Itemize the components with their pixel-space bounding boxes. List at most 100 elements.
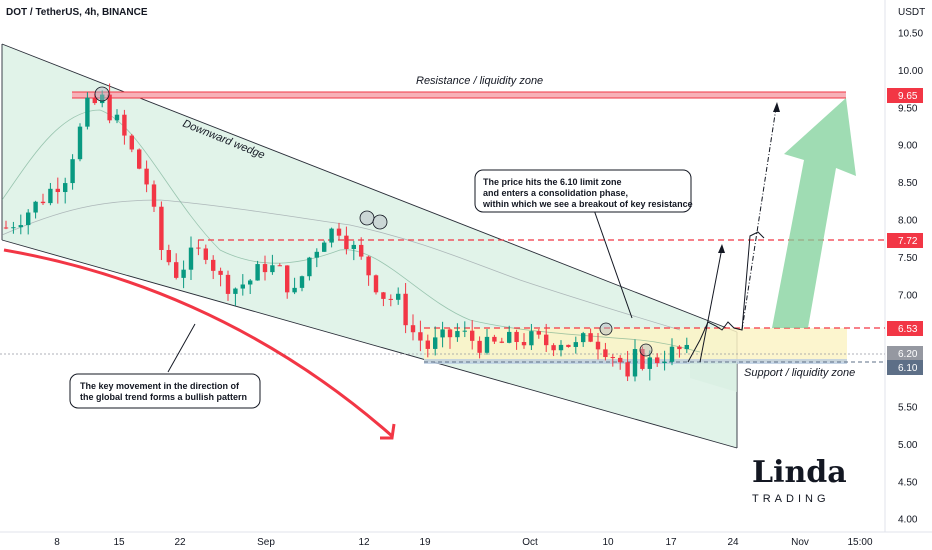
candle-body bbox=[188, 247, 194, 270]
candle-body bbox=[33, 201, 38, 213]
x-tick-label: 15 bbox=[113, 537, 125, 548]
candle-body bbox=[618, 357, 623, 363]
y-tick-label: 7.00 bbox=[898, 290, 918, 301]
y-tick-label: 5.00 bbox=[898, 440, 918, 451]
candle-body bbox=[3, 227, 9, 229]
price-badge-text: 9.65 bbox=[898, 91, 918, 102]
price-badge-bg bbox=[887, 321, 923, 336]
price-badge-6-20: 6.20 bbox=[887, 346, 923, 361]
candle-body bbox=[292, 287, 297, 293]
candle-body bbox=[433, 337, 438, 349]
candle-body bbox=[26, 212, 31, 226]
breakout-arrow-2-head bbox=[773, 102, 780, 112]
candle-body bbox=[499, 341, 504, 343]
candle-body bbox=[381, 292, 386, 299]
candle-body bbox=[100, 94, 105, 104]
candle-body bbox=[85, 97, 90, 127]
candle-body bbox=[396, 293, 401, 300]
price-badge-text: 6.53 bbox=[898, 324, 918, 335]
price-axis[interactable] bbox=[885, 0, 932, 532]
x-tick-label: 19 bbox=[419, 537, 431, 548]
wedge-lower-line bbox=[1, 239, 738, 449]
candle-body bbox=[366, 256, 371, 276]
touch-circle bbox=[639, 343, 653, 357]
candles-layer bbox=[3, 83, 689, 382]
candle-body bbox=[566, 344, 571, 347]
candle-body bbox=[581, 333, 586, 343]
callout-bottom-box bbox=[69, 373, 261, 409]
projection-path bbox=[687, 231, 765, 363]
price-badge-bg bbox=[887, 346, 923, 361]
price-badge-text: 6.20 bbox=[898, 349, 918, 360]
wedge-tail-fill bbox=[690, 362, 737, 392]
candle-body bbox=[137, 149, 142, 169]
candle-body bbox=[507, 331, 512, 343]
candle-body bbox=[203, 248, 208, 260]
callout-top-line-3: within which we see a breakout of key re… bbox=[482, 199, 693, 209]
candle-body bbox=[514, 331, 519, 343]
breakout-arrow-2 bbox=[741, 107, 777, 331]
candle-body bbox=[299, 276, 305, 288]
candle-body bbox=[521, 342, 527, 346]
candle-body bbox=[233, 288, 238, 294]
candle-body bbox=[669, 346, 675, 362]
candle-body bbox=[603, 349, 608, 358]
candle-body bbox=[181, 269, 186, 278]
candle-body bbox=[18, 225, 23, 228]
candle-body bbox=[684, 344, 689, 350]
x-tick-label: 17 bbox=[665, 537, 677, 548]
candle-body bbox=[373, 275, 379, 293]
resistance-zone bbox=[72, 92, 846, 98]
touch-circle bbox=[372, 214, 388, 230]
price-badge-bg bbox=[887, 88, 923, 103]
candle-body bbox=[573, 342, 578, 347]
candle-body bbox=[351, 244, 356, 249]
moving-average-fast bbox=[1, 109, 701, 353]
candle-body bbox=[107, 94, 112, 121]
price-badge-bg bbox=[887, 233, 923, 248]
callout-bottom-pointer bbox=[167, 323, 196, 373]
y-tick-label: 9.50 bbox=[898, 103, 918, 114]
candle-body bbox=[277, 265, 282, 267]
candle-body bbox=[196, 247, 201, 249]
candle-body bbox=[388, 298, 393, 300]
support-label: Support / liquidity zone bbox=[744, 367, 855, 379]
y-tick-label: 10.50 bbox=[898, 29, 923, 40]
candle-body bbox=[536, 331, 541, 335]
candle-body bbox=[285, 265, 290, 293]
candle-body bbox=[551, 345, 556, 351]
price-badge-text: 7.72 bbox=[898, 236, 918, 247]
candle-body bbox=[144, 168, 149, 185]
y-tick-label: 8.50 bbox=[898, 178, 918, 189]
candle-body bbox=[558, 344, 564, 351]
candle-body bbox=[122, 114, 127, 136]
candle-body bbox=[240, 284, 245, 289]
candle-body bbox=[588, 333, 593, 342]
y-tick-label: 8.00 bbox=[898, 216, 918, 227]
x-tick-label: 8 bbox=[54, 537, 60, 548]
callout-bottom-line-1: The key movement in the direction of bbox=[80, 381, 240, 391]
candle-body bbox=[314, 251, 319, 258]
candle-body bbox=[159, 206, 164, 251]
candle-body bbox=[174, 262, 179, 278]
x-tick-label: Nov bbox=[791, 537, 809, 548]
candle-body bbox=[455, 331, 460, 338]
chart-title: DOT / TetherUS, 4h, BINANCE bbox=[6, 7, 148, 18]
candle-body bbox=[662, 361, 667, 364]
y-tick-label: 10.00 bbox=[898, 66, 923, 77]
callout-top-box bbox=[474, 169, 692, 213]
breakout-arrow-1 bbox=[699, 247, 723, 363]
candle-body bbox=[329, 228, 334, 243]
candle-body bbox=[48, 188, 53, 204]
candle-body bbox=[447, 329, 453, 338]
candle-body bbox=[307, 257, 312, 277]
candle-body bbox=[403, 293, 408, 326]
candle-body bbox=[77, 126, 83, 160]
candle-body bbox=[70, 159, 75, 184]
candle-body bbox=[151, 184, 157, 207]
candle-body bbox=[11, 227, 16, 229]
candle-body bbox=[677, 346, 682, 350]
candle-body bbox=[484, 336, 490, 353]
price-badge-9-65: 9.65 bbox=[887, 88, 923, 103]
candle-body bbox=[632, 349, 638, 377]
